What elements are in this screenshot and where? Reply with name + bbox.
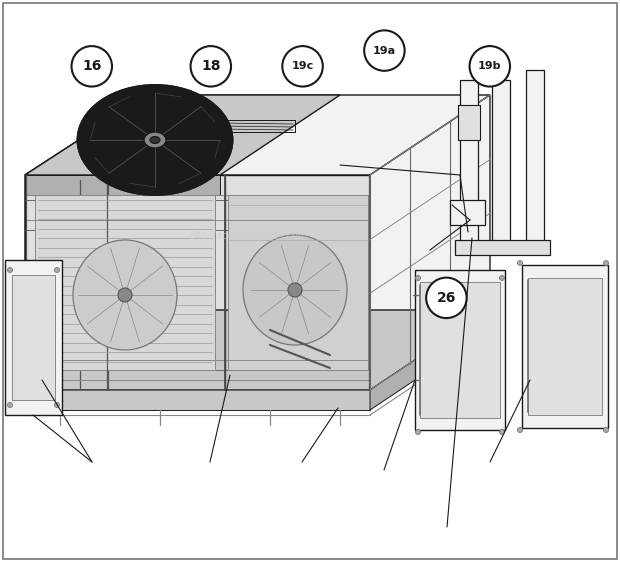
- Circle shape: [603, 261, 608, 265]
- Text: 18: 18: [201, 60, 221, 73]
- Polygon shape: [25, 95, 490, 175]
- Polygon shape: [528, 278, 602, 415]
- Ellipse shape: [78, 85, 232, 195]
- Ellipse shape: [118, 288, 132, 302]
- Circle shape: [500, 275, 505, 280]
- Polygon shape: [25, 175, 370, 390]
- Circle shape: [415, 275, 420, 280]
- Polygon shape: [370, 95, 490, 390]
- Polygon shape: [458, 105, 480, 140]
- Ellipse shape: [150, 137, 160, 143]
- Ellipse shape: [73, 240, 177, 350]
- Circle shape: [190, 46, 231, 87]
- Polygon shape: [35, 195, 215, 370]
- Polygon shape: [25, 95, 148, 390]
- Polygon shape: [228, 195, 368, 370]
- Circle shape: [282, 46, 323, 87]
- Polygon shape: [522, 265, 608, 428]
- Polygon shape: [25, 95, 340, 175]
- Circle shape: [518, 428, 523, 433]
- Text: 16: 16: [82, 60, 102, 73]
- Text: 26: 26: [436, 291, 456, 305]
- Circle shape: [55, 268, 60, 273]
- Circle shape: [7, 402, 12, 407]
- Circle shape: [364, 30, 405, 71]
- Polygon shape: [526, 70, 544, 245]
- Polygon shape: [455, 240, 550, 255]
- Polygon shape: [25, 390, 370, 410]
- Polygon shape: [415, 270, 505, 430]
- Circle shape: [518, 261, 523, 265]
- Ellipse shape: [144, 132, 166, 148]
- Polygon shape: [460, 80, 478, 250]
- Circle shape: [7, 268, 12, 273]
- Circle shape: [500, 429, 505, 434]
- Text: eReplacementParts.com: eReplacementParts.com: [188, 231, 308, 241]
- Circle shape: [415, 429, 420, 434]
- Ellipse shape: [288, 283, 302, 297]
- Circle shape: [469, 46, 510, 87]
- Polygon shape: [5, 260, 62, 415]
- Circle shape: [426, 278, 467, 318]
- Circle shape: [55, 402, 60, 407]
- Polygon shape: [450, 200, 485, 225]
- Polygon shape: [370, 310, 490, 410]
- Polygon shape: [420, 282, 500, 418]
- Polygon shape: [25, 310, 490, 390]
- Polygon shape: [25, 175, 220, 195]
- Text: 19b: 19b: [478, 61, 502, 71]
- Circle shape: [71, 46, 112, 87]
- Circle shape: [603, 428, 608, 433]
- Text: 19c: 19c: [291, 61, 314, 71]
- Ellipse shape: [243, 235, 347, 345]
- Polygon shape: [12, 275, 55, 400]
- Text: 19a: 19a: [373, 46, 396, 56]
- Polygon shape: [492, 80, 510, 250]
